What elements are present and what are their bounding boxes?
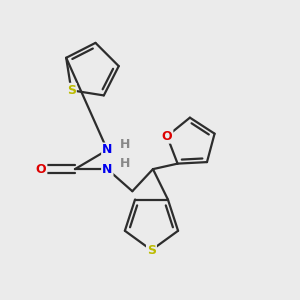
Text: O: O xyxy=(162,130,172,143)
Text: N: N xyxy=(102,143,112,157)
Text: S: S xyxy=(147,244,156,256)
Text: H: H xyxy=(120,138,131,151)
Text: N: N xyxy=(102,163,112,176)
Text: S: S xyxy=(67,84,76,97)
Text: O: O xyxy=(36,163,46,176)
Text: H: H xyxy=(120,157,131,170)
